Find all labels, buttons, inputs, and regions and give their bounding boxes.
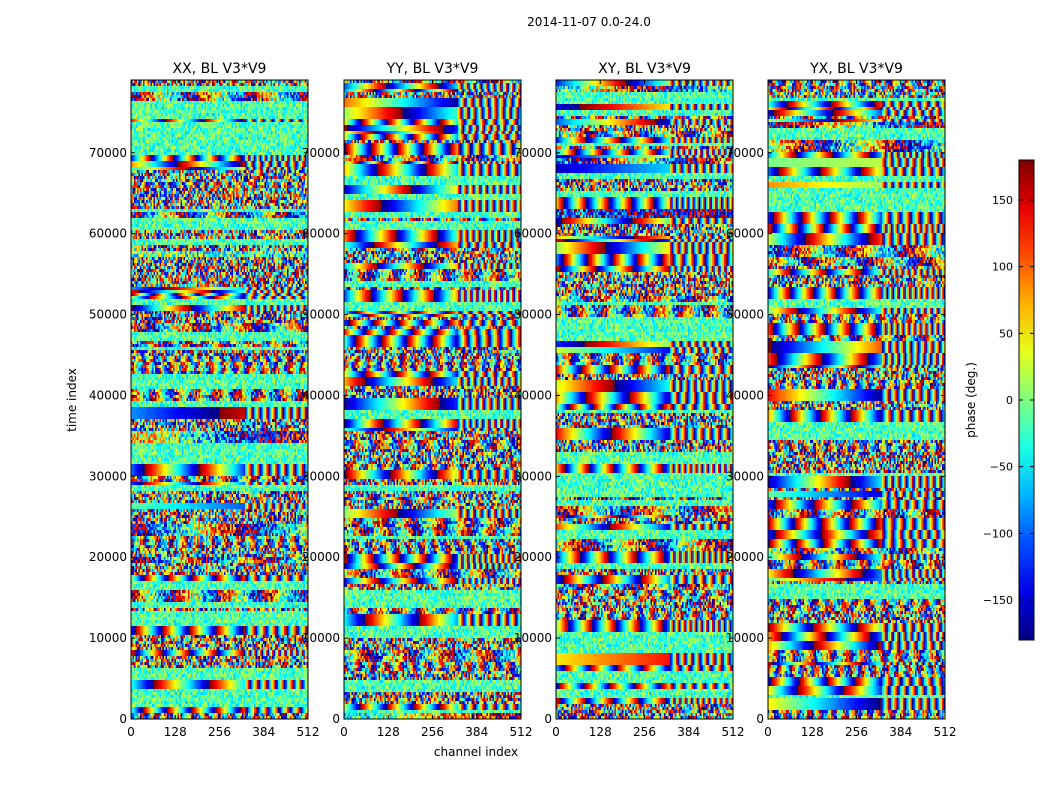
colorbar-tick-label: 0 (1006, 394, 1013, 407)
ytick-label: 50000 (726, 308, 764, 322)
xtick-label: 512 (722, 725, 745, 739)
phase-image-0 (131, 80, 308, 719)
panel-title-2: XY, BL V3*V9 (598, 61, 691, 77)
colorbar-tick-label: −150 (983, 594, 1013, 607)
y-axis-label: time index (65, 368, 79, 432)
phase-image-1 (344, 80, 521, 719)
ytick-label: 20000 (726, 550, 764, 564)
ytick-label: 50000 (89, 308, 127, 322)
ytick-label: 40000 (89, 388, 127, 402)
phase-image-2 (556, 80, 733, 719)
panels-group: XX, BL V3*V9 0 128 256 384 512 0 10000 20000 3000… (89, 61, 957, 739)
xtick-label: 0 (127, 725, 135, 739)
xtick-label: 256 (208, 725, 231, 739)
ytick-label: 50000 (302, 308, 340, 322)
xtick-label: 384 (889, 725, 912, 739)
ytick-label: 10000 (514, 631, 552, 645)
xtick-label: 384 (677, 725, 700, 739)
ytick-label: 50000 (514, 308, 552, 322)
suptitle: 2014-11-07 0.0-24.0 (527, 15, 651, 29)
ytick-label: 40000 (302, 388, 340, 402)
colorbar-tick-label: 50 (999, 327, 1013, 340)
xtick-label: 128 (377, 725, 400, 739)
x-axis-label: channel index (434, 745, 518, 759)
xtick-label: 512 (297, 725, 320, 739)
ytick-label: 10000 (726, 631, 764, 645)
ytick-label: 30000 (89, 469, 127, 483)
ytick-label: 60000 (726, 227, 764, 241)
colorbar-tick-label: 150 (992, 194, 1013, 207)
ytick-label: 40000 (726, 388, 764, 402)
panel-2: XY, BL V3*V9 0 128 256 384 512 0 10000 20000 3000… (514, 61, 745, 739)
ytick-label: 70000 (726, 146, 764, 160)
xtick-label: 512 (934, 725, 957, 739)
panel-3: YX, BL V3*V9 0 128 256 384 512 0 10000 20000 3000… (726, 61, 957, 739)
ytick-label: 60000 (302, 227, 340, 241)
panel-0: XX, BL V3*V9 0 128 256 384 512 0 10000 20000 3000… (89, 61, 320, 739)
ytick-label: 30000 (302, 469, 340, 483)
xtick-label: 256 (845, 725, 868, 739)
panel-1: YY, BL V3*V9 0 128 256 384 512 0 10000 20000 3000… (302, 61, 533, 739)
panel-title-0: XX, BL V3*V9 (173, 61, 267, 77)
colorbar-tick-label: −100 (983, 527, 1013, 540)
xtick-label: 128 (589, 725, 612, 739)
xtick-label: 128 (164, 725, 187, 739)
ytick-label: 30000 (514, 469, 552, 483)
xtick-label: 384 (252, 725, 275, 739)
colorbar-tick-label: 100 (992, 261, 1013, 274)
phase-image-3 (768, 80, 945, 719)
xtick-label: 0 (340, 725, 348, 739)
xtick-label: 0 (764, 725, 772, 739)
ytick-label: 10000 (302, 631, 340, 645)
ytick-label: 0 (756, 712, 764, 726)
ytick-label: 20000 (514, 550, 552, 564)
ytick-label: 70000 (514, 146, 552, 160)
xtick-label: 384 (465, 725, 488, 739)
xtick-label: 128 (801, 725, 824, 739)
ytick-label: 70000 (89, 146, 127, 160)
ytick-label: 20000 (89, 550, 127, 564)
ytick-label: 60000 (89, 227, 127, 241)
xtick-label: 256 (633, 725, 656, 739)
ytick-label: 20000 (302, 550, 340, 564)
colorbar-tick-label: −50 (990, 461, 1013, 474)
ytick-label: 60000 (514, 227, 552, 241)
panel-title-3: YX, BL V3*V9 (809, 61, 903, 77)
ytick-label: 30000 (726, 469, 764, 483)
xtick-label: 512 (510, 725, 533, 739)
colorbar-label: phase (deg.) (964, 362, 978, 438)
panel-title-1: YY, BL V3*V9 (386, 61, 479, 77)
ytick-label: 10000 (89, 631, 127, 645)
colorbar: 150 100 50 0 −50 −100 −150 (983, 159, 1035, 641)
ytick-label: 0 (332, 712, 340, 726)
ytick-label: 40000 (514, 388, 552, 402)
ytick-label: 0 (119, 712, 127, 726)
ytick-label: 70000 (302, 146, 340, 160)
xtick-label: 0 (552, 725, 560, 739)
ytick-label: 0 (544, 712, 552, 726)
xtick-label: 256 (421, 725, 444, 739)
